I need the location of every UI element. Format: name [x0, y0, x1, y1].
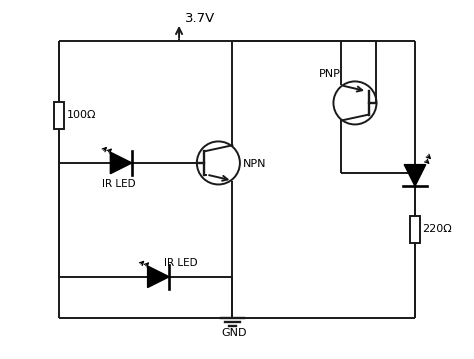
Bar [55, 102, 64, 129]
Text: GND: GND [222, 327, 247, 337]
Bar [410, 216, 419, 243]
Text: IR LED: IR LED [164, 258, 198, 269]
Text: 220Ω: 220Ω [422, 224, 452, 234]
Text: 100Ω: 100Ω [66, 110, 96, 120]
Polygon shape [110, 152, 132, 174]
Text: 3.7V: 3.7V [185, 11, 216, 24]
Polygon shape [147, 266, 169, 288]
Polygon shape [404, 164, 426, 186]
Text: NPN: NPN [243, 159, 267, 169]
Text: PNP: PNP [319, 69, 340, 79]
Text: IR LED: IR LED [102, 179, 136, 189]
